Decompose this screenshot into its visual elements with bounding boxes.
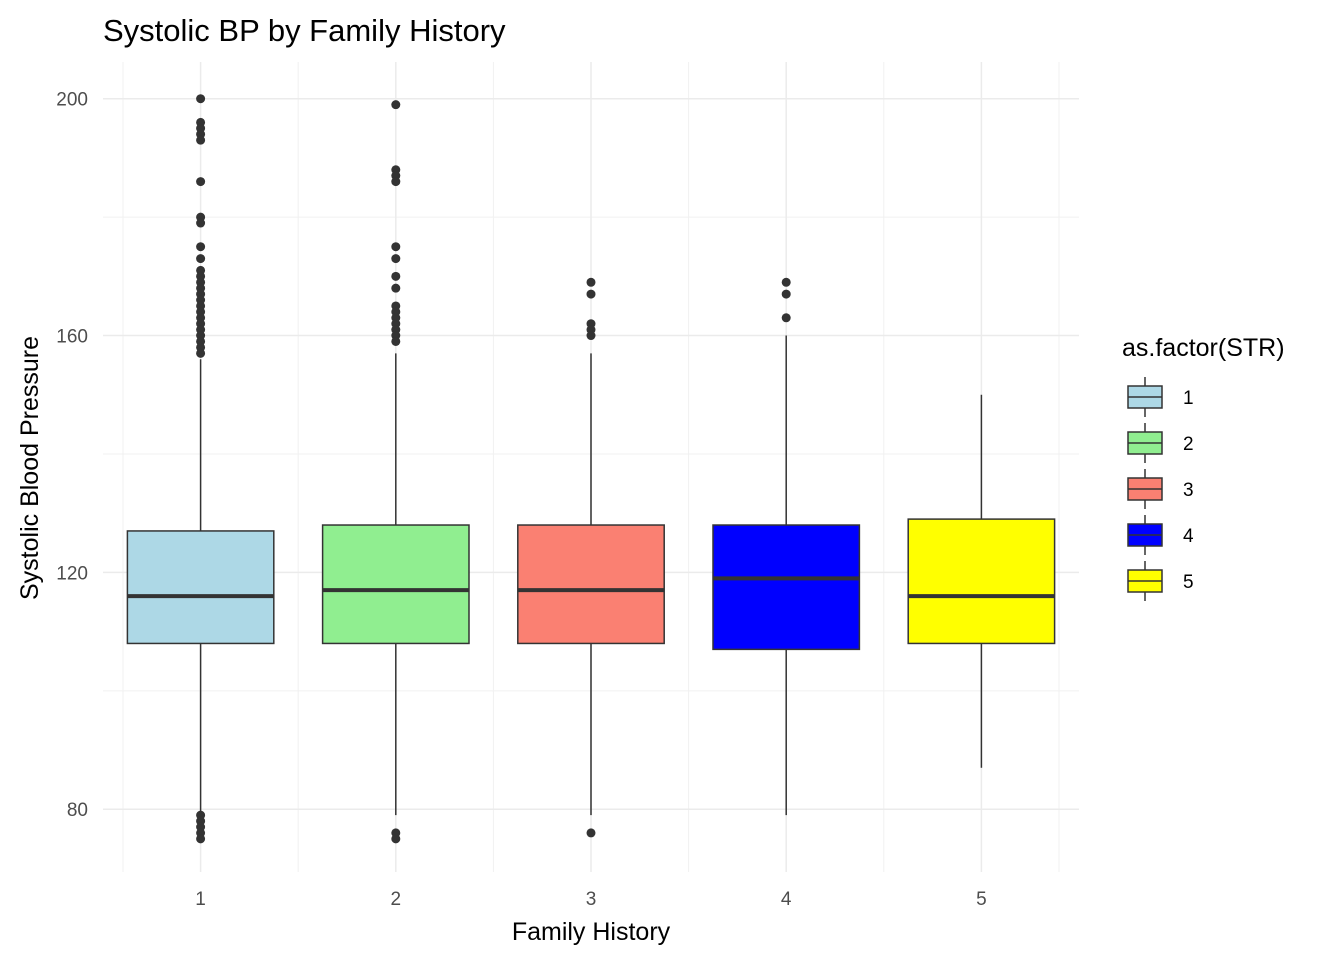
chart-title: Systolic BP by Family History xyxy=(103,13,506,48)
outlier-point xyxy=(196,135,206,145)
box-iqr xyxy=(907,518,1056,645)
x-tick-label: 4 xyxy=(781,889,792,910)
legend-item-2: 2 xyxy=(1127,423,1194,463)
legend: as.factor(STR) 1 2 3 4 5 xyxy=(1122,334,1285,601)
outlier-point xyxy=(196,218,206,228)
box-iqr xyxy=(321,524,470,645)
outlier-point xyxy=(391,100,401,110)
legend-item-1: 1 xyxy=(1127,377,1194,417)
box-series-2 xyxy=(321,100,470,844)
legend-item-4: 4 xyxy=(1127,515,1194,555)
outlier-point xyxy=(391,834,401,844)
y-tick-label: 160 xyxy=(56,327,88,348)
outlier-point xyxy=(391,177,401,187)
x-tick-label: 2 xyxy=(391,889,402,910)
outlier-point xyxy=(196,348,206,358)
legend-label: 1 xyxy=(1183,388,1194,409)
outlier-point xyxy=(781,313,791,323)
box-series-5 xyxy=(907,394,1056,768)
box-iqr xyxy=(712,524,861,651)
y-axis-title: Systolic Blood Pressure xyxy=(16,336,44,600)
outlier-point xyxy=(391,242,401,252)
outlier-point xyxy=(586,277,596,287)
outlier-point xyxy=(586,828,596,838)
outlier-point xyxy=(391,336,401,346)
legend-item-5: 5 xyxy=(1127,561,1194,601)
y-tick-label: 120 xyxy=(56,563,88,584)
outlier-point xyxy=(196,94,206,104)
legend-label: 3 xyxy=(1183,480,1194,501)
y-tick-label: 200 xyxy=(56,90,88,111)
x-tick-label: 3 xyxy=(586,889,597,910)
x-tick-label: 5 xyxy=(976,889,987,910)
y-tick-label: 80 xyxy=(67,800,88,821)
box-series-1 xyxy=(126,94,275,844)
outlier-point xyxy=(586,331,596,341)
outlier-point xyxy=(781,277,791,287)
outlier-point xyxy=(391,254,401,264)
outlier-point xyxy=(196,177,206,187)
x-tick-label: 1 xyxy=(195,889,206,910)
boxes xyxy=(126,94,1056,844)
box-series-4 xyxy=(712,277,861,816)
legend-item-3: 3 xyxy=(1127,469,1194,509)
legend-title: as.factor(STR) xyxy=(1122,334,1285,362)
outlier-point xyxy=(196,834,206,844)
legend-label: 4 xyxy=(1183,526,1194,547)
legend-label: 5 xyxy=(1183,572,1194,593)
outlier-point xyxy=(391,271,401,281)
legend-label: 2 xyxy=(1183,434,1194,455)
x-axis-title: Family History xyxy=(512,918,671,946)
box-iqr xyxy=(517,524,665,645)
outlier-point xyxy=(391,283,401,293)
box-series-3 xyxy=(517,277,665,838)
outlier-point xyxy=(196,254,206,264)
box-iqr xyxy=(126,530,275,645)
outlier-point xyxy=(586,289,596,299)
axes: 80 120 160 200 1 2 3 4 5 xyxy=(56,90,986,910)
outlier-point xyxy=(196,242,206,252)
outlier-point xyxy=(781,289,791,299)
